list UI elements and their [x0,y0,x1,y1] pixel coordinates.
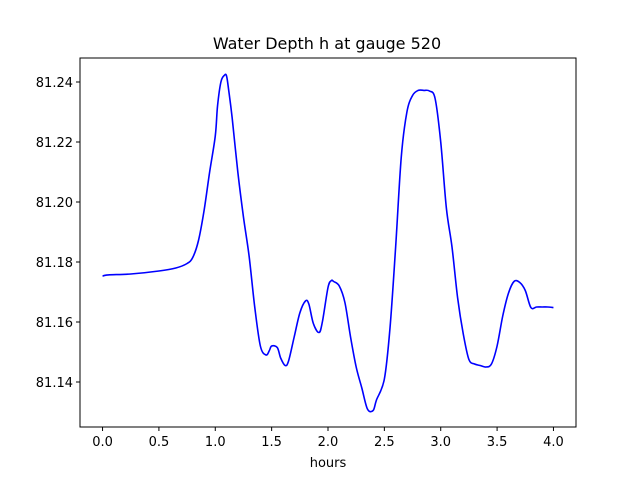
x-axis-label: hours [310,456,347,471]
x-tick-label: 3.0 [430,435,451,450]
x-tick-label: 0.5 [149,435,170,450]
x-tick-label: 3.5 [487,435,508,450]
x-axis: 0.0 0.5 1.0 1.5 2.0 2.5 3.0 3.5 4.0 [92,427,564,450]
x-tick-label: 4.0 [543,435,564,450]
y-tick-label: 81.20 [36,196,73,211]
y-tick-label: 81.16 [36,316,73,331]
x-tick-label: 2.5 [374,435,395,450]
y-tick-label: 81.22 [36,136,73,151]
x-tick-label: 2.0 [318,435,339,450]
chart-title: Water Depth h at gauge 520 [213,34,441,53]
y-axis: 81.14 81.16 81.18 81.20 81.22 81.24 [36,76,80,391]
series-line-0 [102,73,554,413]
series-layer [102,73,554,413]
x-tick-label: 1.5 [261,435,282,450]
y-tick-label: 81.24 [36,76,73,91]
x-tick-label: 1.0 [205,435,226,450]
y-tick-label: 81.18 [36,256,73,271]
x-tick-label: 0.0 [92,435,113,450]
y-tick-label: 81.14 [36,376,73,391]
plot-area [79,57,577,428]
